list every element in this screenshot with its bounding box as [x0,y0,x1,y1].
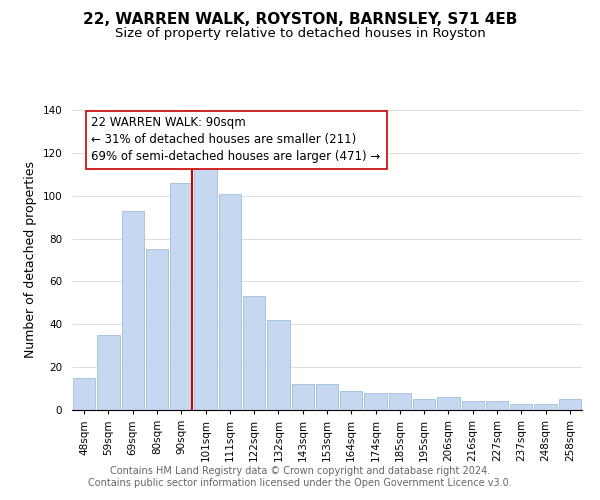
Bar [437,397,460,410]
Bar [486,402,508,410]
Bar [218,194,241,410]
Bar [389,393,411,410]
Bar [316,384,338,410]
Bar [73,378,95,410]
Text: 22, WARREN WALK, ROYSTON, BARNSLEY, S71 4EB: 22, WARREN WALK, ROYSTON, BARNSLEY, S71 … [83,12,517,28]
Bar [559,400,581,410]
Bar [267,320,290,410]
Text: Size of property relative to detached houses in Royston: Size of property relative to detached ho… [115,28,485,40]
Bar [340,390,362,410]
Bar [364,393,387,410]
Bar [97,335,119,410]
Text: 22 WARREN WALK: 90sqm
← 31% of detached houses are smaller (211)
69% of semi-det: 22 WARREN WALK: 90sqm ← 31% of detached … [91,116,380,164]
Y-axis label: Number of detached properties: Number of detached properties [24,162,37,358]
Bar [122,210,144,410]
Text: Contains HM Land Registry data © Crown copyright and database right 2024.: Contains HM Land Registry data © Crown c… [110,466,490,476]
Bar [194,168,217,410]
Bar [292,384,314,410]
Bar [535,404,557,410]
Bar [146,250,168,410]
Bar [510,404,532,410]
Bar [413,400,436,410]
Bar [461,402,484,410]
Bar [170,183,193,410]
Bar [243,296,265,410]
Text: Contains public sector information licensed under the Open Government Licence v3: Contains public sector information licen… [88,478,512,488]
